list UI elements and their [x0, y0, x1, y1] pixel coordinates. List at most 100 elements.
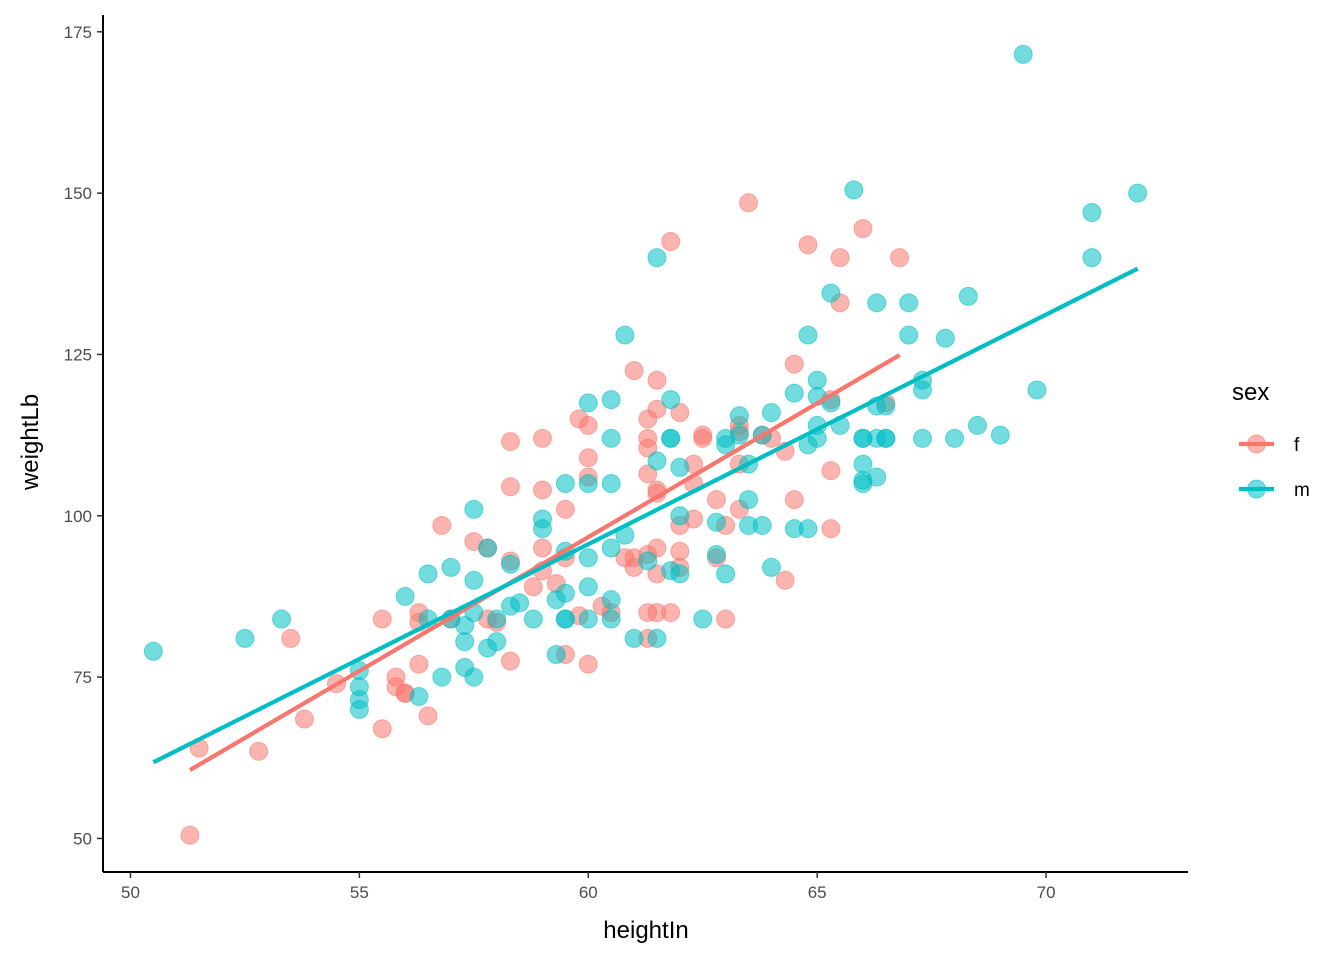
- data-point-m: [601, 390, 621, 410]
- data-point-m: [272, 609, 292, 629]
- data-point-m: [958, 286, 978, 306]
- data-point-m: [555, 474, 575, 494]
- data-point-m: [624, 628, 644, 648]
- data-point-m: [555, 609, 575, 629]
- x-axis-title: heightIn: [603, 917, 688, 944]
- y-axis: 50 75 100 125 150 175: [64, 15, 104, 872]
- data-point-f: [670, 541, 690, 561]
- data-point-m: [661, 390, 681, 410]
- data-point-f: [578, 448, 598, 468]
- data-point-f: [500, 477, 520, 497]
- data-point-m: [807, 370, 827, 390]
- data-point-m: [455, 632, 475, 652]
- data-point-f: [821, 519, 841, 539]
- data-point-m: [647, 248, 667, 268]
- data-point-m: [716, 435, 736, 455]
- data-point-m: [601, 428, 621, 448]
- data-point-f: [647, 370, 667, 390]
- data-point-m: [1027, 380, 1047, 400]
- data-point-m: [706, 512, 726, 532]
- legend-title: sex: [1232, 379, 1269, 406]
- plot-area: [143, 44, 1148, 845]
- y-tick-label: 100: [64, 507, 92, 526]
- data-point-f: [661, 232, 681, 252]
- data-point-m: [395, 586, 415, 606]
- data-point-m: [487, 632, 507, 652]
- data-point-m: [418, 564, 438, 584]
- data-point-f: [372, 719, 392, 739]
- x-axis: 50 55 60 65 70: [103, 871, 1188, 902]
- data-point-m: [578, 548, 598, 568]
- data-point-m: [409, 686, 429, 706]
- legend-label-m: m: [1294, 480, 1310, 501]
- data-point-f: [418, 706, 438, 726]
- data-point-m: [647, 628, 667, 648]
- data-point-m: [899, 293, 919, 313]
- data-point-m: [761, 403, 781, 423]
- data-point-m: [661, 428, 681, 448]
- data-point-m: [784, 383, 804, 403]
- data-point-m: [349, 699, 369, 719]
- data-point-f: [693, 428, 713, 448]
- data-point-m: [912, 380, 932, 400]
- data-point-m: [487, 609, 507, 629]
- data-point-m: [601, 538, 621, 558]
- data-point-f: [670, 403, 690, 423]
- x-tick-label: 55: [350, 883, 369, 902]
- data-point-f: [249, 741, 269, 761]
- data-point-m: [578, 474, 598, 494]
- y-axis-title: weightLb: [17, 394, 44, 491]
- data-point-m: [532, 519, 552, 539]
- data-point-f: [578, 415, 598, 435]
- data-point-m: [235, 628, 255, 648]
- data-point-f: [821, 461, 841, 481]
- data-point-f: [647, 399, 667, 419]
- y-tick-label: 125: [64, 345, 92, 364]
- data-point-m: [761, 557, 781, 577]
- data-point-f: [638, 464, 658, 484]
- data-point-f: [532, 538, 552, 558]
- data-point-m: [821, 283, 841, 303]
- data-point-m: [638, 551, 658, 571]
- data-point-m: [478, 538, 498, 558]
- data-point-m: [853, 454, 873, 474]
- trend-line-f: [188, 353, 901, 772]
- data-point-m: [441, 557, 461, 577]
- data-point-m: [546, 645, 566, 665]
- data-point-m: [615, 325, 635, 345]
- data-point-m: [464, 570, 484, 590]
- data-point-m: [935, 328, 955, 348]
- data-point-m: [601, 474, 621, 494]
- data-point-m: [578, 609, 598, 629]
- data-point-m: [670, 457, 690, 477]
- data-point-f: [523, 577, 543, 597]
- data-point-f: [294, 709, 314, 729]
- data-point-m: [729, 425, 749, 445]
- data-point-f: [784, 354, 804, 374]
- x-tick-label: 65: [808, 883, 827, 902]
- data-point-m: [500, 554, 520, 574]
- data-point-m: [647, 451, 667, 471]
- data-point-f: [500, 651, 520, 671]
- legend-label-f: f: [1294, 435, 1300, 456]
- data-point-m: [464, 499, 484, 519]
- data-point-f: [180, 825, 200, 845]
- data-point-f: [775, 570, 795, 590]
- data-point-m: [867, 293, 887, 313]
- data-point-m: [1128, 183, 1148, 203]
- data-point-f: [661, 603, 681, 623]
- x-tick-label: 60: [579, 883, 598, 902]
- data-point-f: [555, 499, 575, 519]
- legend: sex f m: [1232, 379, 1310, 501]
- data-point-f: [638, 438, 658, 458]
- data-point-m: [693, 609, 713, 629]
- data-point-m: [990, 425, 1010, 445]
- data-point-m: [578, 577, 598, 597]
- data-point-f: [532, 428, 552, 448]
- data-point-m: [945, 428, 965, 448]
- data-point-f: [647, 538, 667, 558]
- data-point-m: [706, 544, 726, 564]
- y-tick-label: 75: [73, 668, 92, 687]
- y-tick-label: 50: [73, 829, 92, 848]
